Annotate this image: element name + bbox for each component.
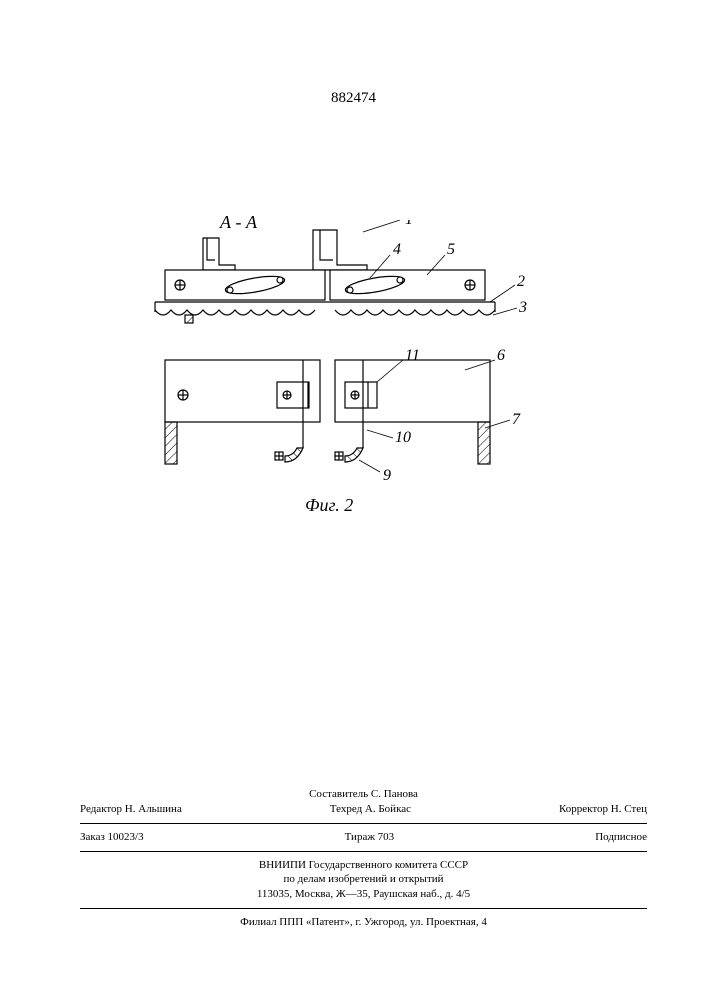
footer-rule-3: [80, 908, 647, 909]
footer-rule-1: [80, 823, 647, 824]
footer-branch: Филиал ППП «Патент», г. Ужгород, ул. Про…: [80, 915, 647, 930]
footer-sub: Подписное: [595, 830, 647, 845]
ref-3: 3: [518, 299, 527, 316]
ref-1: 1: [405, 220, 413, 228]
ref-7: 7: [512, 411, 521, 428]
page-number: 882474: [0, 90, 707, 107]
ref-4: 4: [393, 241, 401, 258]
footer-rule-2: [80, 851, 647, 852]
footer-order: Заказ 10023/3: [80, 830, 144, 845]
footer-addr: 113035, Москва, Ж—35, Раушская наб., д. …: [80, 887, 647, 902]
footer-block: Составитель С. Панова Редактор Н. Альшин…: [80, 787, 647, 930]
ref-5: 5: [447, 241, 455, 258]
ref-10: 10: [395, 429, 411, 446]
footer-editor: Редактор Н. Альшина: [80, 802, 182, 817]
footer-vniipi1: ВНИИПИ Государственного комитета СССР: [80, 858, 647, 873]
footer-tech: Техред А. Бойкас: [330, 802, 411, 817]
ref-6: 6: [497, 347, 505, 364]
footer-corrector: Корректор Н. Стец: [559, 802, 647, 817]
footer-vniipi2: по делам изобретений и открытий: [80, 872, 647, 887]
footer-compiler: Составитель С. Панова: [80, 787, 647, 802]
figure-caption: Фиг. 2: [305, 495, 353, 516]
figure-svg: 1 4 5 2 3 11 6 7 10 9: [145, 220, 535, 540]
technical-figure: А - А: [145, 220, 535, 540]
footer-tirage: Тираж 703: [345, 830, 395, 845]
ref-11: 11: [405, 347, 420, 364]
section-label: А - А: [220, 212, 257, 233]
ref-9: 9: [383, 467, 391, 484]
ref-2: 2: [517, 273, 525, 290]
